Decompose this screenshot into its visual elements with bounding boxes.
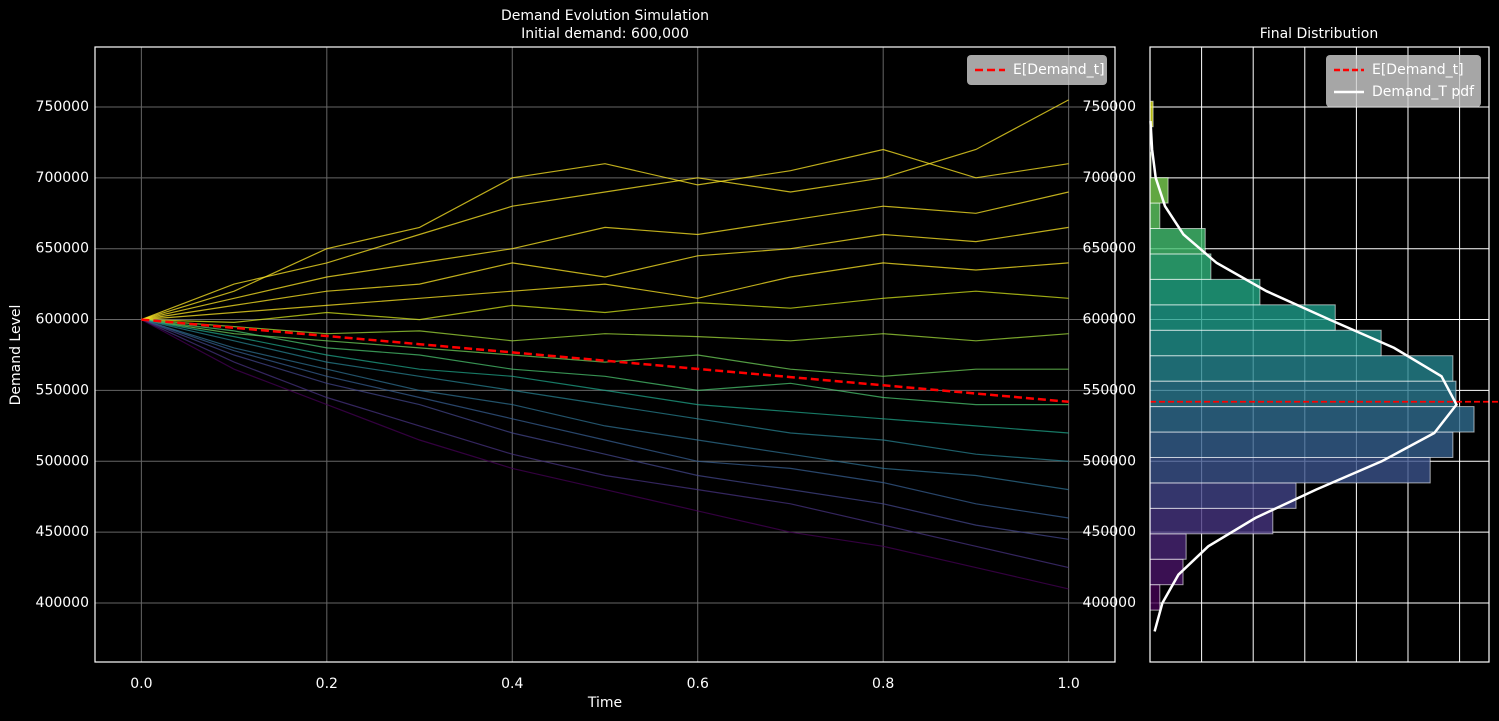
histogram-bar [1149, 227, 1206, 255]
chart-subtitle: Initial demand: 600,000 [521, 26, 689, 42]
legend-box [1326, 55, 1481, 107]
histogram-bar [1149, 278, 1261, 306]
y-tick-label: 550000 [36, 382, 89, 398]
y-tick-label: 750000 [36, 99, 89, 115]
y-tick-label: 600000 [36, 312, 89, 328]
histogram-bar [1149, 355, 1454, 382]
legend-box [967, 55, 1107, 85]
mean-line [141, 318, 1069, 404]
histogram-bar [1149, 253, 1212, 280]
chart-title: Final Distribution [1260, 26, 1378, 42]
histogram-bar [1149, 533, 1187, 560]
y-tick-label: 700000 [1083, 170, 1136, 186]
legend-label: E[Demand_t] [1013, 62, 1105, 78]
histogram-bar [1149, 456, 1431, 484]
pdf-curve [1149, 121, 1458, 632]
simulated-path [141, 319, 1069, 377]
simulated-path [141, 99, 1069, 321]
y-tick-label: 750000 [1083, 99, 1136, 115]
histogram-bar [1149, 584, 1161, 611]
x-tick-label: 0.2 [316, 676, 338, 692]
simulated-path [141, 319, 1069, 540]
x-tick-label: 0.6 [687, 676, 709, 692]
y-tick-label: 400000 [1083, 595, 1136, 611]
simulated-path [141, 319, 1069, 519]
y-axis-label: Demand Level [8, 305, 24, 406]
histogram-bar [1149, 558, 1184, 586]
simulated-path [141, 191, 1069, 321]
y-tick-label: 650000 [36, 241, 89, 257]
histogram-bar [1149, 329, 1382, 357]
x-tick-label: 1.0 [1058, 676, 1080, 692]
y-tick-label: 450000 [36, 524, 89, 540]
histogram-bar [1149, 507, 1274, 535]
simulated-path [141, 290, 1069, 324]
histogram-bar [1149, 380, 1457, 408]
chart-title: Demand Evolution Simulation [501, 8, 709, 24]
y-tick-label: 400000 [36, 595, 89, 611]
simulated-path [141, 319, 1069, 342]
axes-frame [94, 46, 1116, 663]
legend-label: Demand_T pdf [1372, 84, 1475, 100]
y-tick-label: 600000 [1083, 312, 1136, 328]
histogram-bar [1149, 431, 1454, 458]
histogram-bar [1149, 482, 1297, 509]
axes-frame [1149, 46, 1490, 663]
y-tick-label: 500000 [36, 453, 89, 469]
x-tick-label: 0.4 [501, 676, 523, 692]
simulated-path [141, 319, 1069, 590]
y-tick-label: 700000 [36, 170, 89, 186]
y-tick-label: 650000 [1083, 241, 1136, 257]
x-axis-label: Time [587, 695, 622, 711]
simulated-path [141, 319, 1069, 434]
simulated-path [141, 319, 1069, 406]
x-tick-label: 0.8 [872, 676, 894, 692]
y-tick-label: 450000 [1083, 524, 1136, 540]
legend-label: E[Demand_t] [1372, 62, 1464, 78]
y-tick-label: 550000 [1083, 382, 1136, 398]
simulated-path [141, 226, 1069, 321]
histogram-bar [1149, 406, 1475, 433]
y-tick-label: 500000 [1083, 453, 1136, 469]
simulated-path [141, 319, 1069, 491]
simulated-path [141, 262, 1069, 321]
simulated-path [141, 148, 1069, 321]
x-tick-label: 0.0 [130, 676, 152, 692]
simulated-path [141, 319, 1069, 569]
simulated-path [141, 319, 1069, 462]
histogram-bar [1149, 202, 1161, 229]
